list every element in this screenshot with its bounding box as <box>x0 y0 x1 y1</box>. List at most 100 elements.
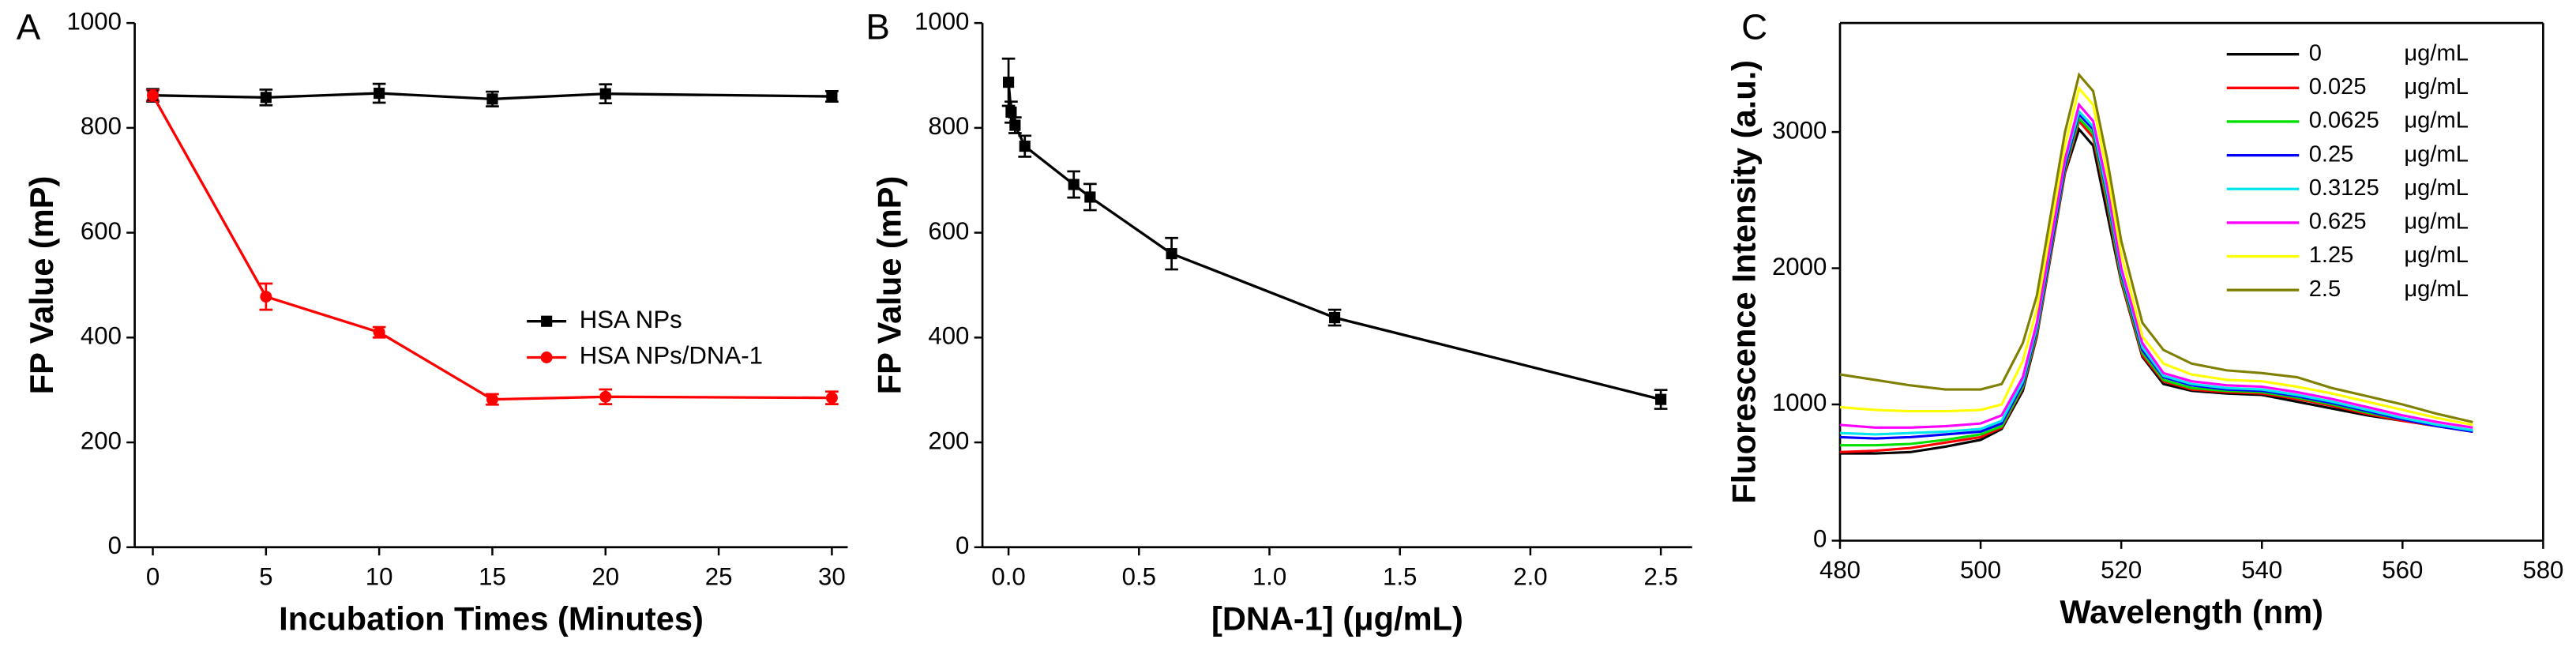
legend-unit: μg/mL <box>2404 209 2469 235</box>
x-tick-label: 540 <box>2241 556 2282 584</box>
x-tick-label: 25 <box>705 563 733 591</box>
panel-label: C <box>1741 7 1767 47</box>
marker <box>486 93 498 105</box>
panel: 0.0 0.5 1.0 1.5 2.0 2.5 0 200 400 600 800 1000 [DNA-… <box>866 7 1692 637</box>
legend-label: 0 <box>2309 40 2322 66</box>
x-tick-label: 2.5 <box>1643 563 1677 591</box>
legend-marker <box>540 352 553 363</box>
x-tick-label: 0.5 <box>1122 563 1156 591</box>
legend-label: HSA NPs <box>580 306 682 333</box>
y-tick-label: 1000 <box>914 7 969 35</box>
marker <box>1068 179 1080 190</box>
y-tick-label: 200 <box>81 427 122 454</box>
series-line <box>1839 102 2473 429</box>
panel-label: A <box>17 7 41 47</box>
series-line <box>152 92 832 101</box>
legend-unit: μg/mL <box>2404 276 2469 302</box>
x-axis-title: Incubation Times (Minutes) <box>279 600 704 637</box>
marker <box>374 87 385 100</box>
x-tick-label: 560 <box>2382 556 2423 584</box>
y-axis-title: FP Value (mP) <box>871 176 908 395</box>
marker <box>486 393 498 406</box>
marker <box>1329 312 1341 324</box>
series-line <box>1839 109 2473 436</box>
y-tick-label: 2000 <box>1772 253 1827 280</box>
legend-unit: μg/mL <box>2404 141 2469 167</box>
legend-label: 0.3125 <box>2309 175 2379 201</box>
y-tick-label: 200 <box>928 427 969 454</box>
legend-marker <box>541 315 553 327</box>
marker <box>599 88 611 100</box>
panel-label: B <box>866 7 890 47</box>
x-tick-label: 1.0 <box>1252 563 1286 591</box>
y-axis-title: FP Value (mP) <box>23 176 60 395</box>
legend-unit: μg/mL <box>2404 243 2469 268</box>
marker <box>147 89 160 102</box>
y-tick-label: 800 <box>928 112 969 140</box>
y-axis-title: Fluorescence Intensity (a.u.) <box>1725 60 1762 504</box>
series-line <box>1839 111 2473 440</box>
panel: 480 500 520 540 560 580 0 1000 2000 3000 Wavelengt… <box>1725 7 2563 630</box>
x-tick-label: 520 <box>2101 556 2142 584</box>
x-tick-label: 580 <box>2522 556 2563 584</box>
marker <box>1084 191 1096 203</box>
marker <box>1019 141 1031 152</box>
y-tick-label: 400 <box>81 322 122 350</box>
x-tick-label: 2.0 <box>1513 563 1547 591</box>
legend-label: HSA NPs/DNA-1 <box>580 342 763 370</box>
y-tick-label: 0 <box>108 532 122 559</box>
x-axis-title: [DNA-1] (μg/mL) <box>1211 600 1463 637</box>
legend-label: 1.25 <box>2309 243 2354 268</box>
legend-label: 0.625 <box>2309 209 2367 235</box>
series-line <box>1839 72 2473 423</box>
marker <box>1005 106 1017 118</box>
x-tick-label: 0 <box>146 563 160 591</box>
marker <box>260 92 272 103</box>
x-tick-label: 10 <box>366 563 393 591</box>
y-tick-label: 0 <box>956 532 969 559</box>
legend-unit: μg/mL <box>2404 175 2469 201</box>
marker <box>1009 119 1021 131</box>
series-line <box>1839 118 2473 453</box>
x-axis-title: Wavelength (nm) <box>2060 593 2323 630</box>
series-line <box>1840 126 2473 455</box>
series-line <box>1840 115 2473 447</box>
y-tick-label: 600 <box>928 217 969 245</box>
marker <box>1003 77 1015 88</box>
y-tick-label: 0 <box>1813 525 1827 553</box>
marker <box>1166 248 1177 260</box>
y-tick-label: 1000 <box>67 7 122 35</box>
series-line <box>1839 85 2473 427</box>
x-tick-label: 5 <box>259 563 272 591</box>
legend-label: 2.5 <box>2309 276 2341 302</box>
marker <box>599 390 612 403</box>
marker <box>373 326 385 339</box>
x-tick-label: 0.0 <box>991 563 1025 591</box>
marker <box>825 392 838 404</box>
x-tick-label: 480 <box>1819 556 1861 584</box>
x-tick-label: 500 <box>1960 556 2001 584</box>
y-tick-label: 800 <box>81 112 122 140</box>
x-tick-label: 20 <box>591 563 619 591</box>
legend-label: 0.0625 <box>2309 108 2379 133</box>
marker <box>1655 393 1667 405</box>
panel: 0 5 10 15 20 25 30 0 200 400 600 800 1000 Incubation … <box>17 7 848 637</box>
legend-label: 0.025 <box>2309 74 2367 100</box>
x-tick-label: 30 <box>818 563 846 591</box>
legend-label: 0.25 <box>2309 141 2354 167</box>
y-tick-label: 3000 <box>1772 116 1827 144</box>
marker <box>826 90 838 103</box>
x-tick-label: 1.5 <box>1383 563 1417 591</box>
x-tick-label: 15 <box>479 563 506 591</box>
legend-unit: μg/mL <box>2404 74 2469 100</box>
series-line <box>152 94 832 401</box>
y-tick-label: 600 <box>81 217 122 245</box>
y-tick-label: 400 <box>928 322 969 350</box>
y-tick-label: 1000 <box>1772 389 1827 416</box>
series-line <box>1007 81 1662 401</box>
legend-unit: μg/mL <box>2404 108 2469 133</box>
marker <box>260 291 272 303</box>
legend-unit: μg/mL <box>2404 40 2469 66</box>
